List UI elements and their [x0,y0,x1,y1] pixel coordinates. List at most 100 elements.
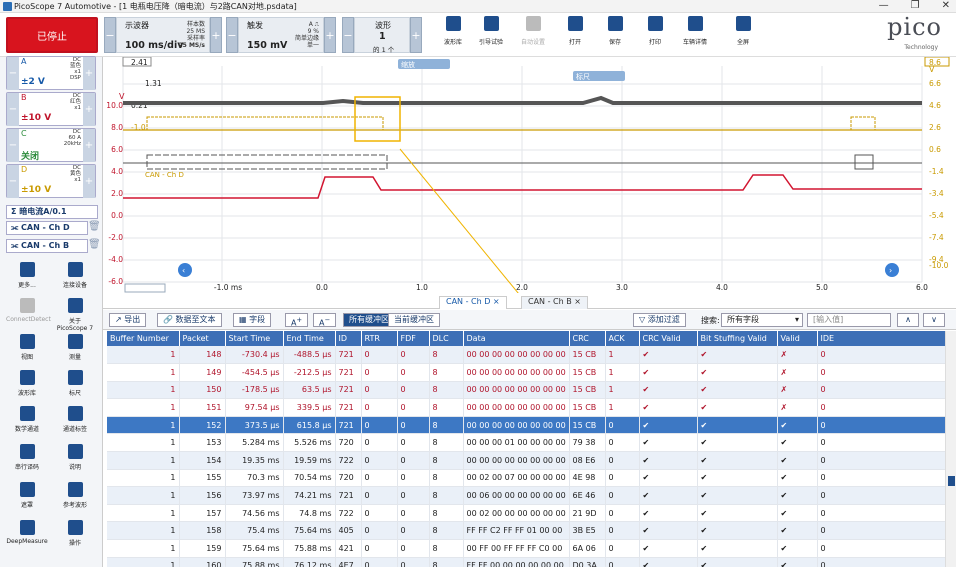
waveform-group[interactable]: 波形 1 的 1 个 [354,17,410,54]
column-header[interactable]: FDF [397,331,430,346]
search-input[interactable]: [输入值] [807,313,891,327]
column-header[interactable]: ID [335,331,362,346]
decode-table[interactable]: Buffer Number Packet Start Time End Time ID R… [107,331,945,567]
range-plus-button[interactable]: + [83,129,95,162]
search-up-button[interactable]: ∧ [897,313,919,327]
scope-plot[interactable]: V 10.0 8.0 6.0 4.0 2.0 0.0 -2.0 -4.0 -6.… [103,57,956,293]
table-row[interactable]: 1 157 74.56 ms 74.8 ms 722 0 0 8 00 02 00 00 00 … [107,504,945,523]
info-button[interactable]: 关于 PicoScope 7 [54,298,96,332]
minimize-icon[interactable]: — [878,0,889,11]
add-filter-button[interactable]: ▽ 添加过滤 [633,313,686,327]
table-row[interactable]: 1 156 73.97 ms 74.21 ms 721 0 0 8 00 06 00 00 00… [107,486,945,505]
table-row[interactable]: 1 150 -178.5 µs 63.5 µs 721 0 0 8 00 00 00 00 00… [107,381,945,400]
scroll-right-button[interactable] [885,263,899,277]
decoder-ch-d-button[interactable]: ⫘ CAN - Ch D [6,221,88,235]
range-minus-button[interactable]: − [7,93,19,126]
close-icon[interactable]: × [492,297,500,306]
table-row[interactable]: 1 160 75.88 ms 76.12 ms 4E7 0 0 8 FF FF 00 00 00… [107,557,945,567]
ruler-button[interactable]: 标尺 [54,370,96,397]
math-channel-button[interactable]: Σ 暗电流A/0.1 [6,205,98,219]
measure-button[interactable]: 测量 [54,334,96,361]
decoder-ch-b-button[interactable]: ⫘ CAN - Ch B [6,239,88,253]
table-row[interactable]: 1 155 70.3 ms 70.54 ms 720 0 0 8 00 02 00 07 00 … [107,469,945,488]
search-field-select[interactable]: 所有字段 ▾ [721,313,803,327]
range-plus-button[interactable]: + [83,57,95,90]
mask-button[interactable]: 遮罩 [6,482,48,509]
column-header[interactable]: CRC [569,331,606,346]
column-header[interactable]: DLC [429,331,464,346]
views-button[interactable]: 视图 [6,334,48,361]
range-plus-button[interactable]: + [83,165,95,198]
channel-label-button[interactable]: 通道标签 [54,406,96,433]
channel-a-panel[interactable]: − A ±2 V DC 蓝色 x1 DSP + [6,56,96,90]
fullscreen-button[interactable]: 全屏 [724,16,762,46]
column-header[interactable]: Start Time [225,331,284,346]
usb-button[interactable]: 连接设备 [54,262,96,289]
serial-decode-button[interactable]: 串行译码 [6,444,48,471]
waveform-next-button[interactable]: + [410,17,422,53]
table-scrollbar[interactable] [945,331,956,567]
table-row[interactable]: 1 148 -730.4 µs -488.5 µs 721 0 0 8 00 00 00 00 … [107,346,945,365]
column-header[interactable]: Bit Stuffing Valid [697,331,778,346]
channel-c-panel[interactable]: − C 关闭 DC 60 A 20kHz + [6,128,96,162]
range-minus-button[interactable]: − [7,57,19,90]
waveform-library-button[interactable]: 波形库 [6,370,48,397]
trigger-plus-button[interactable]: + [324,17,336,53]
link-to-text-button[interactable]: 🔗 数据至文本 [157,313,222,327]
deep-measure-button[interactable]: DeepMeasure [6,520,48,545]
print-button[interactable]: 打印 [636,16,674,46]
column-header[interactable]: Buffer Number [107,331,180,346]
table-row[interactable]: 1 153 5.284 ms 5.526 ms 720 0 0 8 00 00 00 01 00… [107,433,945,453]
column-header[interactable]: Valid [777,331,818,346]
trigger-group[interactable]: 触发 150 mV A ⎍ 9 % 简单边缘 单一 [238,17,324,53]
current-buffer-button[interactable]: 当前缓冲区 [388,313,440,327]
table-row[interactable]: 1 152 373.5 µs 615.8 µs 721 0 0 8 00 00 00 00 00… [107,416,945,435]
reference-waveform-button[interactable]: 参考波形 [54,482,96,509]
font-increase-button[interactable]: A+ [285,313,309,328]
column-header[interactable]: End Time [283,331,336,346]
marker-a-box[interactable] [122,57,152,67]
column-header[interactable]: Packet [179,331,226,346]
actions-button[interactable]: 操作 [54,520,96,547]
timebase-plus-button[interactable]: + [210,17,222,53]
column-header[interactable]: Data [463,331,570,346]
notes-button[interactable]: 说明 [54,444,96,471]
channel-b-panel[interactable]: − B ±10 V DC 红色 x1 + [6,92,96,126]
close-icon[interactable]: × [574,297,581,306]
ruler-toggle[interactable] [573,71,625,81]
stop-button[interactable]: 已停止 [6,17,98,53]
tab-can-ch-b[interactable]: CAN - Ch B × [521,296,588,309]
scope-view[interactable]: V 10.0 8.0 6.0 4.0 2.0 0.0 -2.0 -4.0 -6.… [103,57,956,293]
range-minus-button[interactable]: − [7,129,19,162]
column-header[interactable]: RTR [361,331,398,346]
zoom-overview-toggle[interactable] [398,59,450,69]
table-row[interactable]: 1 149 -454.5 µs -212.5 µs 721 0 0 8 00 00 00 00 … [107,363,945,382]
delete-icon[interactable]: 🗑 [88,221,101,232]
delete-icon[interactable]: 🗑 [88,239,101,250]
channel-d-panel[interactable]: − D ±10 V DC 黄色 x1 + [6,164,96,198]
range-minus-button[interactable]: − [7,165,19,198]
save-button[interactable]: 保存 [596,16,634,46]
trigger-marker[interactable] [124,283,166,293]
waveform-library-button[interactable]: 波形库 [434,16,472,46]
marker-d-box[interactable] [924,57,950,67]
export-button[interactable]: ↗ 导出 [109,313,147,327]
math-channel-button[interactable]: 数学通道 [6,406,48,433]
open-folder-button[interactable]: 打开 [556,16,594,46]
more-button[interactable]: 更多... [6,262,48,289]
table-row[interactable]: 1 158 75.4 ms 75.64 ms 405 0 0 8 FF FF C2 FF FF … [107,521,945,541]
scroll-left-button[interactable] [178,263,192,277]
maximize-icon[interactable]: ❐ [910,0,920,11]
column-header[interactable]: IDE [817,331,945,346]
connect-detect-button[interactable]: ConnectDetect [6,298,51,323]
tab-can-ch-d[interactable]: CAN - Ch D × [439,296,507,309]
timebase-minus-button[interactable]: − [104,17,116,53]
column-header[interactable]: ACK [605,331,640,346]
guided-test-button[interactable]: 引导试验 [472,16,510,46]
vehicle-details-button[interactable]: 车辆详情 [676,16,714,46]
search-down-button[interactable]: ∨ [923,313,945,327]
waveform-prev-button[interactable]: − [342,17,354,53]
trigger-minus-button[interactable]: − [226,17,238,53]
table-row[interactable]: 1 159 75.64 ms 75.88 ms 421 0 0 8 00 FF 00 FF FF… [107,539,945,558]
auto-setup-button[interactable]: 自动设置 [514,16,552,46]
